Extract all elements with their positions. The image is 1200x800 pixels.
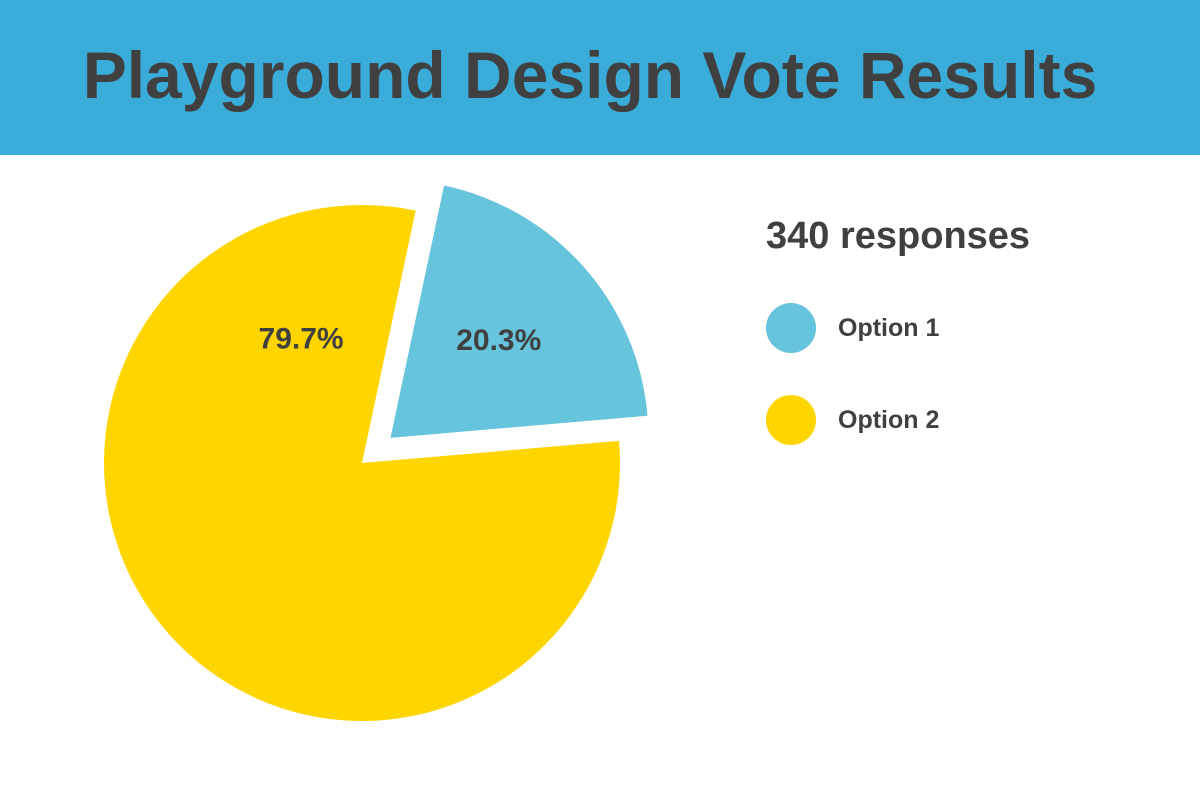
data-label-option-1: 20.3% xyxy=(456,324,541,357)
legend-list: Option 1 Option 2 xyxy=(766,302,1166,446)
pie-slice-option-2 xyxy=(103,205,620,722)
legend-label-option-2: Option 2 xyxy=(838,405,940,434)
title-banner: Playground Design Vote Results xyxy=(0,0,1200,155)
response-count: 340 responses xyxy=(766,215,1031,257)
legend-item-option-1: Option 1 xyxy=(766,302,1166,354)
legend: 340 responses Option 1 Option 2 xyxy=(766,210,1166,486)
legend-item-option-2: Option 2 xyxy=(766,394,1166,446)
pie-slice-option-1 xyxy=(390,185,648,438)
data-label-option-2: 79.7% xyxy=(259,323,344,356)
chart-title: Playground Design Vote Results xyxy=(82,38,1098,112)
legend-label-option-1: Option 1 xyxy=(838,313,940,342)
pie-chart: 20.3% 79.7% xyxy=(103,185,648,722)
legend-swatch-option-2 xyxy=(766,395,816,445)
legend-swatch-option-1 xyxy=(766,303,816,353)
